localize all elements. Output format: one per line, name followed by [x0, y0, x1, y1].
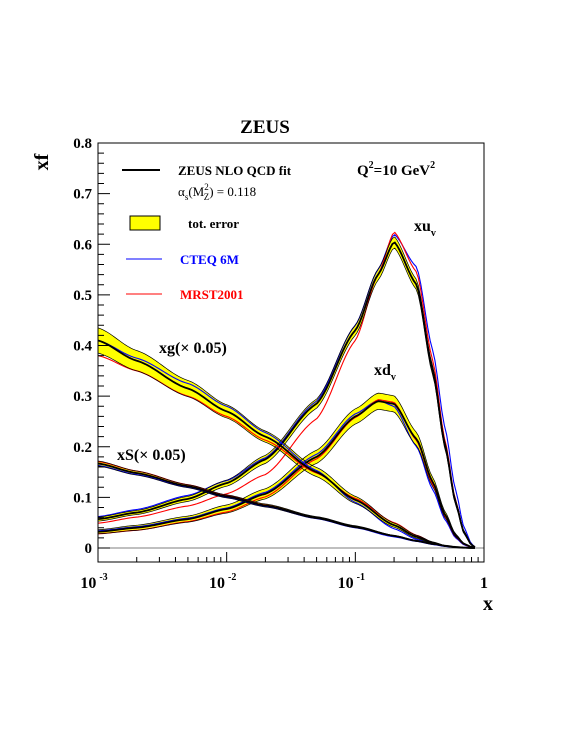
- y-axis-label: xf: [31, 153, 53, 170]
- x-tick-exponent: -1: [357, 572, 365, 583]
- x-tick-base: 1: [480, 575, 488, 592]
- y-tick-label: 0.1: [73, 490, 92, 506]
- chart-title: ZEUS: [240, 117, 290, 138]
- alpha-arg-sup: 2: [204, 182, 209, 192]
- x-tick-base: 10: [80, 575, 96, 592]
- plot-frame: [97, 142, 485, 563]
- x-tick-exponent: -2: [228, 572, 236, 583]
- label-xs: xS(× 0.05): [117, 447, 186, 464]
- y-tick-label: 0: [85, 541, 93, 557]
- line-fit-xg: [97, 339, 475, 549]
- legend-alpha-label: αs(M2 Z) = 0.118: [178, 182, 256, 202]
- line-cteq-xg: [97, 339, 475, 549]
- q2-annotation: Q2=10 GeV2: [357, 160, 435, 179]
- band-edge-upper-xdv: [97, 392, 475, 548]
- alpha-symbol: α: [178, 184, 185, 199]
- label-xdv-sub: v: [391, 372, 396, 383]
- label-xdv: xdv: [374, 362, 396, 383]
- alpha-arg-sub: Z: [204, 192, 210, 202]
- line-cteq-xuv: [97, 234, 476, 548]
- x-tick-label: 10 -3: [80, 572, 107, 592]
- band-edge-lower-xuv: [97, 247, 476, 548]
- y-tick-label: 0.8: [73, 136, 92, 152]
- q2-sup: 2: [369, 160, 374, 171]
- legend-mrst-label: MRST2001: [180, 287, 244, 302]
- q2-unit-sup: 2: [430, 160, 435, 171]
- label-xg: xg(× 0.05): [159, 340, 227, 357]
- x-tick-label: 1: [480, 575, 488, 592]
- band-edge-upper-xg: [97, 327, 475, 549]
- legend-fit-label: ZEUS NLO QCD fit: [178, 163, 292, 178]
- band-xuv: [98, 237, 475, 548]
- band-edge-lower-xdv: [97, 408, 475, 548]
- x-tick-label: 10 -1: [338, 572, 365, 592]
- q2-value: =10 GeV: [374, 163, 431, 179]
- x-tick-exponent: -3: [99, 572, 107, 583]
- label-xdv-base: xd: [374, 362, 391, 379]
- label-xuv: xuv: [414, 218, 436, 239]
- x-axis-label: x: [483, 593, 493, 615]
- alpha-arg-close: ) = 0.118: [209, 184, 256, 199]
- label-xuv-sub: v: [431, 228, 436, 239]
- x-tick-base: 10: [209, 575, 225, 592]
- alpha-arg-open: (M: [188, 184, 204, 199]
- y-tick-label: 0.6: [73, 237, 92, 253]
- legend-cteq-label: CTEQ 6M: [180, 252, 239, 267]
- error-bands: [98, 237, 475, 548]
- band-edge-lower-xg: [97, 352, 475, 549]
- line-mrst-xuv: [97, 231, 476, 548]
- y-tick-label: 0.2: [73, 440, 92, 456]
- y-tick-label: 0.4: [73, 339, 92, 355]
- q2-prefix: Q: [357, 163, 369, 179]
- alpha-subscript: s: [185, 192, 189, 202]
- legend: ZEUS NLO QCD fit αs(M2 Z) = 0.118 tot. er…: [122, 163, 292, 302]
- axis-ticks: 10 -3 10 -2 10 -1 100.10.20.30.40.50.60.70.8: [73, 136, 488, 592]
- y-tick-label: 0.3: [73, 389, 92, 405]
- y-tick-label: 0.7: [73, 187, 92, 203]
- legend-band-swatch: [129, 215, 161, 231]
- line-fit-xuv: [97, 241, 476, 548]
- legend-band-label: tot. error: [188, 216, 239, 231]
- line-fit-xdv: [97, 400, 476, 549]
- band-edge-upper-xuv: [97, 236, 476, 548]
- x-tick-base: 10: [338, 575, 354, 592]
- y-tick-label: 0.5: [73, 288, 92, 304]
- line-fit-xs: [97, 462, 475, 549]
- series-lines: [97, 231, 484, 549]
- band-xg: [98, 327, 475, 548]
- label-xuv-base: xu: [414, 218, 431, 235]
- x-tick-label: 10 -2: [209, 572, 236, 592]
